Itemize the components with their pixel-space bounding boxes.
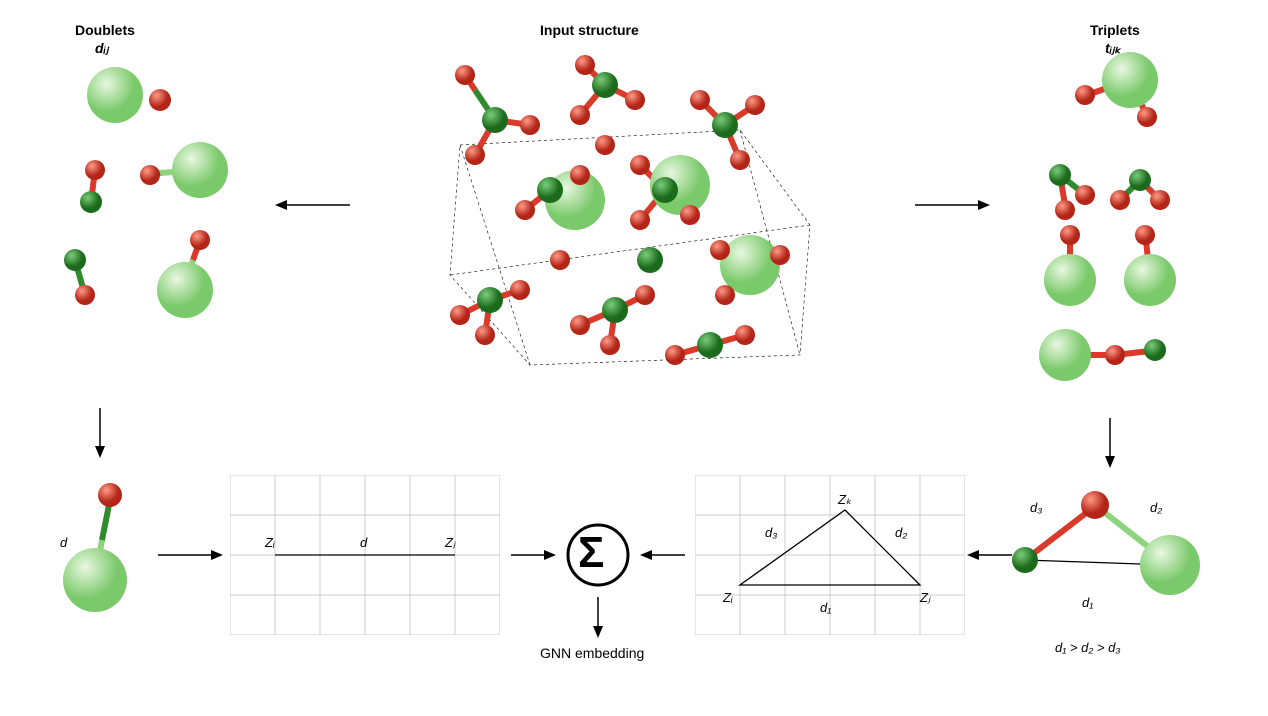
bottom-triplet — [1000, 450, 1230, 620]
d2-bt: d₂ — [1150, 500, 1162, 515]
d3-bt: d₃ — [1030, 500, 1042, 515]
sigma-symbol: Σ — [578, 528, 604, 578]
d3-tri: d₃ — [765, 525, 777, 540]
gnn-label: GNN embedding — [540, 645, 644, 661]
zi-left: Zᵢ — [265, 535, 275, 550]
input-structure — [380, 35, 880, 395]
d1-bt: d₁ — [1082, 595, 1093, 610]
zi-right: Zᵢ — [723, 590, 733, 605]
doublets-scene — [30, 40, 290, 380]
ordering: d₁ > d₂ > d₃ — [1055, 640, 1121, 655]
doublets-title: Doublets — [75, 22, 135, 38]
zj-right: Zⱼ — [920, 590, 930, 606]
triplets-scene — [1000, 30, 1260, 430]
arrow-to-sigma-right — [638, 545, 688, 565]
bottom-doublet — [20, 450, 200, 630]
zk-right: Zₖ — [838, 492, 851, 508]
left-grid — [230, 475, 500, 635]
zj-left: Zⱼ — [445, 535, 455, 551]
d2-tri: d₂ — [895, 525, 907, 540]
arrow-sigma-down — [588, 595, 608, 640]
arrow-to-sigma-left — [508, 545, 558, 565]
arrow-left — [275, 195, 355, 215]
arrow-right — [910, 195, 990, 215]
d-mid: d — [360, 535, 367, 550]
d-label: d — [60, 535, 67, 550]
d1-tri: d₁ — [820, 600, 831, 615]
arrow-to-grid-left — [155, 545, 225, 565]
